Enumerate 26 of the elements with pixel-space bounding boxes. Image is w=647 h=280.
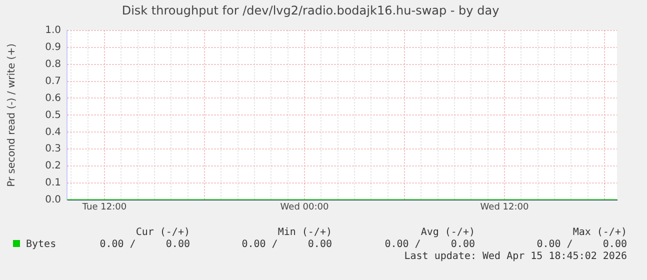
y-tick-label: 0.4 bbox=[45, 126, 61, 138]
y-tick-label: 0.7 bbox=[45, 76, 61, 87]
x-tick-label: Wed 12:00 bbox=[480, 202, 529, 213]
y-tick-label: 0.0 bbox=[45, 194, 61, 206]
text: 0.00 / 0.00 bbox=[242, 239, 332, 251]
text: Avg (-/+) bbox=[420, 227, 475, 239]
text: Cur (-/+) bbox=[136, 227, 190, 239]
y-tick-label: 0.3 bbox=[45, 144, 61, 155]
chart-title: Disk throughput for /dev/lvg2/radio.bodajk16.hu-swap - by day bbox=[122, 3, 500, 18]
y-tick-label: 0.9 bbox=[45, 42, 61, 53]
text: Min (-/+) bbox=[278, 227, 332, 239]
text: Last update: Wed Apr 15 18:45:02 2026 bbox=[404, 251, 627, 263]
y-tick-label: 0.2 bbox=[45, 160, 61, 172]
y-tick-label: 0.5 bbox=[45, 110, 61, 121]
x-tick-label: Wed 00:00 bbox=[280, 202, 329, 213]
y-tick-label: 0.8 bbox=[45, 58, 61, 70]
text: 0.00 / 0.00 bbox=[384, 239, 475, 251]
text: 0.00 / 0.00 bbox=[536, 239, 627, 251]
y-axis-title: Pr second read (-) / write (+) bbox=[6, 43, 18, 187]
y-tick-label: 1.0 bbox=[45, 24, 61, 36]
y-tick-label: 0.1 bbox=[45, 178, 61, 189]
legend-label: Bytes bbox=[26, 239, 56, 250]
text: 0.00 / 0.00 bbox=[100, 239, 190, 251]
x-tick-label: Tue 12:00 bbox=[81, 202, 127, 213]
text: Max (-/+) bbox=[572, 227, 627, 239]
y-tick-label: 0.6 bbox=[45, 92, 61, 104]
